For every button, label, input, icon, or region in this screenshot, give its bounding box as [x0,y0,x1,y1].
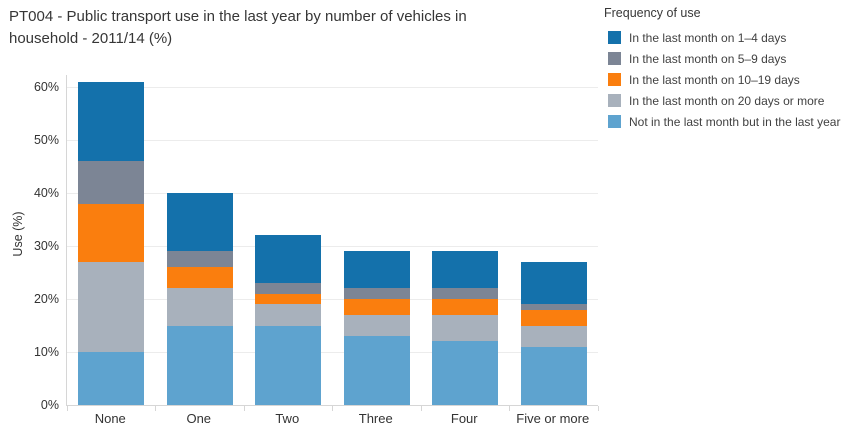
x-axis-label: Four [450,411,478,426]
bar-segment[interactable] [255,235,322,284]
legend-swatch-icon [608,31,621,44]
x-tick-mark [332,406,333,411]
legend-item[interactable]: In the last month on 5–9 days [604,48,860,69]
bar-segment[interactable] [166,193,233,252]
bar-segment[interactable] [343,299,410,315]
bar-segment[interactable] [432,299,499,315]
bar-segment[interactable] [166,251,233,268]
bar-segment[interactable] [343,314,410,337]
legend-item[interactable]: Not in the last month but in the last ye… [604,111,860,132]
x-axis-label: None [94,411,126,426]
bar-segment[interactable] [432,288,499,299]
legend-item-label: In the last month on 20 days or more [629,93,825,108]
y-tick-label: 30% [33,238,59,253]
y-tick-label: 40% [33,185,59,200]
legend-items: In the last month on 1–4 days In the last… [604,27,860,132]
gridline [67,298,598,300]
legend-swatch-icon [608,73,621,86]
bar-segment[interactable] [432,341,499,405]
x-tick-mark [243,406,245,411]
legend: Frequency of use In the last month on 1–… [604,6,860,132]
x-axis-label: Three [358,411,393,426]
legend-item-label: In the last month on 10–19 days [629,72,800,87]
bar-segment[interactable] [78,81,145,162]
bar-segment[interactable] [520,304,587,310]
x-tick-mark [420,406,422,411]
bar-segment[interactable] [78,261,145,352]
gridline [67,192,598,194]
bar-segment[interactable] [520,325,587,347]
gridline [67,351,598,353]
bar-segment[interactable] [255,325,322,405]
legend-swatch-icon [608,115,621,128]
x-tick-mark [155,406,156,411]
x-tick-mark [597,406,599,411]
y-axis: 0% 10% 20% 30% 40% 50% 60% [0,75,59,412]
gridline [67,86,598,88]
bar-segment[interactable] [343,251,410,289]
bar-segment[interactable] [343,336,410,405]
x-axis-label: One [186,411,212,426]
bar-segment[interactable] [520,309,587,326]
legend-item-label: Not in the last month but in the last ye… [629,114,841,129]
bar-segment[interactable] [343,288,410,299]
chart-title: PT004 - Public transport use in the last… [9,6,609,50]
legend-swatch-icon [608,94,621,107]
bar-segment[interactable] [432,251,499,289]
y-tick-label: 20% [33,291,59,306]
bar-segment[interactable] [166,325,233,405]
bar-segment[interactable] [520,261,587,305]
legend-item-label: In the last month on 5–9 days [629,51,787,66]
legend-item[interactable]: In the last month on 20 days or more [604,90,860,111]
chart-title-line2: household - 2011/14 (%) [9,30,173,47]
bar-segment[interactable] [78,161,145,204]
y-tick-label: 60% [33,79,59,94]
bar-segment[interactable] [78,352,145,405]
legend-title: Frequency of use [604,6,701,20]
gridline [67,245,598,247]
plot-area [66,75,599,411]
chart-title-line1: PT004 - Public transport use in the last… [9,8,467,25]
legend-item[interactable]: In the last month on 10–19 days [604,69,860,90]
bar-segment[interactable] [78,203,145,262]
legend-item-label: In the last month on 1–4 days [629,30,787,45]
bar-segment[interactable] [520,346,587,405]
bar-segment[interactable] [255,283,322,294]
x-axis-label: Two [275,411,300,426]
bar-segment[interactable] [166,267,233,289]
bar-segment[interactable] [255,304,322,326]
bar-segment[interactable] [255,293,322,305]
x-axis: None One Two Three Four Five or more [66,411,597,431]
x-axis-label: Five or more [516,411,590,426]
y-tick-label: 0% [40,397,59,412]
x-tick-mark [509,406,510,411]
y-tick-label: 50% [33,132,59,147]
bar-segment[interactable] [166,288,233,326]
legend-swatch-icon [608,52,621,65]
x-tick-mark [66,406,68,411]
bar-segment[interactable] [432,314,499,342]
gridline [67,139,598,141]
y-tick-label: 10% [33,344,59,359]
legend-item[interactable]: In the last month on 1–4 days [604,27,860,48]
